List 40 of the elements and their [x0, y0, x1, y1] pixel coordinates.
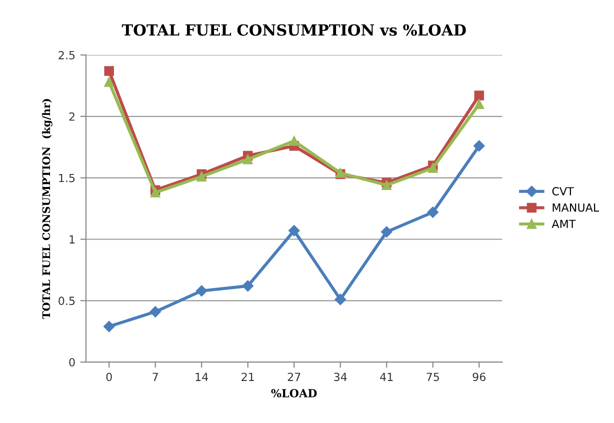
- y-tick-label: 0: [69, 358, 75, 366]
- point: [103, 320, 115, 332]
- point: [427, 206, 438, 218]
- y-tick-label: 2: [69, 112, 74, 121]
- x-tick-label: 34: [334, 372, 347, 382]
- point: [381, 226, 392, 238]
- point: [334, 294, 346, 306]
- x-tick-label: 14: [196, 372, 208, 381]
- point: [150, 188, 160, 198]
- point: [242, 280, 254, 292]
- point: [474, 99, 484, 109]
- point: [196, 285, 208, 296]
- point: [196, 172, 206, 182]
- x-tick-label: 96: [472, 372, 486, 382]
- y-tick-label: 1: [70, 235, 75, 244]
- legend-label: MANUAL: [552, 204, 600, 212]
- point: [382, 180, 392, 190]
- point: [289, 136, 299, 146]
- legend-label: AMT: [552, 220, 576, 228]
- y-tick-label: 1.5: [59, 174, 75, 182]
- x-tick-label: 41: [380, 372, 393, 381]
- point: [242, 154, 253, 164]
- point: [474, 140, 485, 152]
- point: [474, 90, 484, 100]
- point: [104, 77, 114, 87]
- x-tick-label: 75: [426, 372, 439, 382]
- point: [288, 225, 300, 236]
- x-axis-title: %LOAD: [271, 389, 317, 398]
- x-tick-label: 27: [288, 372, 300, 381]
- y-axis-title: TOTAL FUEL CONSUMPTION (kg/hr): [42, 99, 52, 319]
- y-tick-label: 0.5: [58, 296, 75, 306]
- x-tick-label: 7: [152, 372, 158, 381]
- legend-label: CVT: [552, 187, 574, 196]
- point: [428, 163, 438, 173]
- chart-title: TOTAL FUEL CONSUMPTION vs %LOAD: [122, 24, 466, 36]
- point: [150, 306, 161, 318]
- x-tick-label: 0: [106, 372, 112, 382]
- point: [104, 66, 114, 76]
- y-tick-label: 2.5: [58, 50, 75, 60]
- x-tick-label: 21: [242, 372, 254, 381]
